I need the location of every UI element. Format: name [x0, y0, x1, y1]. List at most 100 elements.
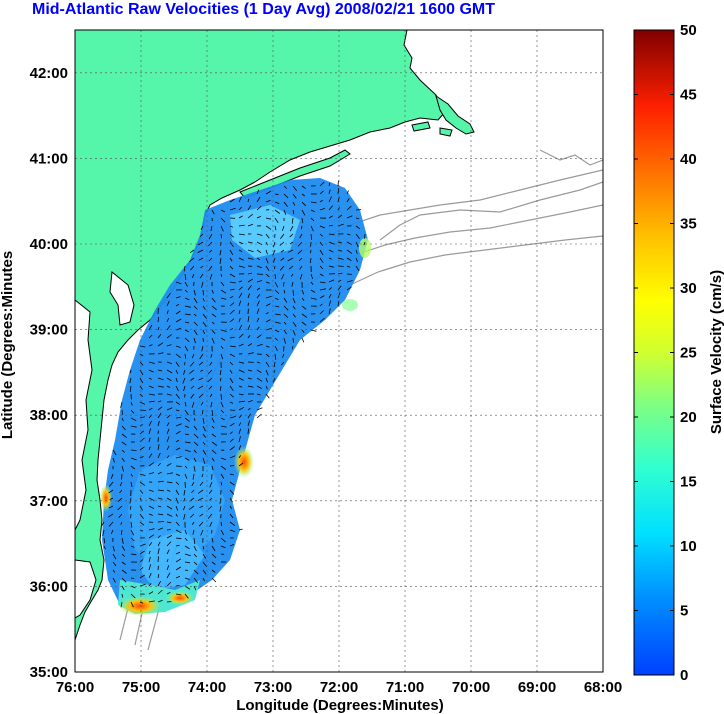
velocity-arrow: [283, 193, 289, 199]
velocity-arrow: [148, 550, 151, 555]
velocity-arrow: [191, 481, 195, 487]
velocity-arrow: [175, 369, 179, 374]
velocity-arrow: [211, 425, 215, 429]
velocity-arrow: [157, 326, 160, 331]
colorbar-tick-label: 5: [680, 603, 688, 620]
velocity-arrow: [166, 445, 170, 451]
velocity-arrow: [130, 553, 137, 556]
velocity-arrow: [148, 377, 152, 380]
velocity-arrow: [274, 353, 277, 360]
velocity-arrow: [210, 353, 213, 358]
velocity-arrow: [157, 513, 164, 516]
velocity-arrow: [301, 321, 307, 326]
colorbar-tick-label: 45: [680, 87, 697, 104]
velocity-arrow: [175, 353, 181, 359]
velocity-arrow: [229, 473, 234, 476]
velocity-arrow: [211, 313, 217, 318]
velocity-arrow: [139, 529, 144, 532]
velocity-arrow: [220, 537, 226, 543]
velocity-arrow: [193, 569, 199, 575]
velocity-arrow: [193, 585, 197, 591]
velocity-arrow: [220, 217, 226, 223]
velocity-arrow: [200, 265, 204, 269]
velocity-arrow: [120, 401, 123, 408]
velocity-arrow: [238, 286, 243, 291]
velocity-arrow: [256, 308, 260, 315]
velocity-arrow: [202, 289, 204, 296]
velocity-arrow: [193, 425, 198, 431]
velocity-arrow: [148, 513, 153, 516]
velocity-arrow: [256, 407, 263, 411]
velocity-arrow: [265, 225, 272, 230]
velocity-arrow: [247, 413, 252, 419]
velocity-arrow: [184, 409, 189, 416]
velocity-arrow: [166, 334, 172, 339]
velocity-arrow: [202, 425, 206, 432]
velocity-arrow: [274, 305, 280, 308]
velocity-arrow: [202, 561, 208, 567]
velocity-arrow: [265, 273, 270, 278]
velocity-arrow: [103, 537, 106, 544]
velocity-arrow: [310, 233, 313, 240]
velocity-arrow: [219, 377, 222, 382]
velocity-arrow: [247, 302, 249, 307]
plot-frame: [74, 29, 604, 673]
velocity-arrow: [265, 393, 270, 399]
velocity-arrow: [265, 319, 271, 323]
velocity-arrow: [201, 473, 204, 478]
velocity-arrow: [166, 472, 173, 475]
velocity-arrow: [139, 456, 144, 459]
velocity-arrow: [121, 577, 127, 583]
velocity-arrow: [207, 369, 213, 375]
velocity-arrow: [346, 249, 353, 254]
velocity-arrow: [166, 462, 172, 467]
velocity-arrow: [220, 273, 223, 278]
velocity-arrow: [238, 196, 242, 203]
velocity-arrow: [229, 281, 236, 284]
velocity-arrow: [247, 198, 250, 203]
velocity-arrow: [229, 318, 235, 323]
velocity-arrow: [157, 377, 164, 381]
velocity-arrow: [283, 289, 286, 294]
velocity-arrow: [220, 465, 227, 470]
velocity-arrow: [157, 489, 164, 492]
velocity-arrow: [183, 513, 186, 520]
velocity-arrow: [238, 257, 244, 261]
velocity-arrow: [198, 393, 204, 398]
velocity-arrow: [193, 561, 198, 566]
velocity-arrow: [157, 420, 160, 427]
velocity-arrow: [139, 393, 143, 397]
velocity-arrow: [247, 324, 251, 331]
velocity-arrow: [247, 293, 250, 299]
velocity-arrow: [238, 445, 242, 451]
velocity-arrow: [119, 481, 123, 487]
velocity-arrow: [175, 361, 180, 367]
velocity-arrow: [301, 337, 305, 343]
velocity-arrow: [238, 249, 243, 252]
velocity-arrow: [175, 417, 182, 419]
velocity-arrow: [220, 529, 225, 536]
velocity-arrow: [184, 329, 189, 332]
velocity-arrow: [130, 425, 137, 428]
velocity-arrow: [229, 369, 233, 374]
velocity-arrow: [130, 593, 136, 599]
velocity-arrow: [175, 385, 179, 392]
velocity-arrow: [184, 577, 190, 580]
velocity-arrow: [121, 441, 127, 446]
velocity-arrow: [229, 302, 235, 307]
velocity-arrow: [310, 297, 317, 300]
map-plot: [74, 29, 604, 673]
velocity-arrow: [166, 385, 171, 388]
velocity-arrow: [183, 265, 186, 272]
colorbar: 0 5 10 15 20 25 30 35 40 45 50 Surface Velocity (c…: [633, 22, 724, 684]
velocity-arrow: [219, 249, 222, 256]
velocity-arrow: [121, 585, 125, 591]
velocity-arrow: [184, 353, 187, 359]
velocity-arrow: [211, 465, 214, 471]
y-tick-label: 38:00: [30, 407, 68, 424]
velocity-arrow: [220, 345, 224, 350]
velocity-arrow: [319, 317, 325, 323]
velocity-arrow: [175, 377, 178, 382]
velocity-hotspot: [118, 596, 162, 616]
